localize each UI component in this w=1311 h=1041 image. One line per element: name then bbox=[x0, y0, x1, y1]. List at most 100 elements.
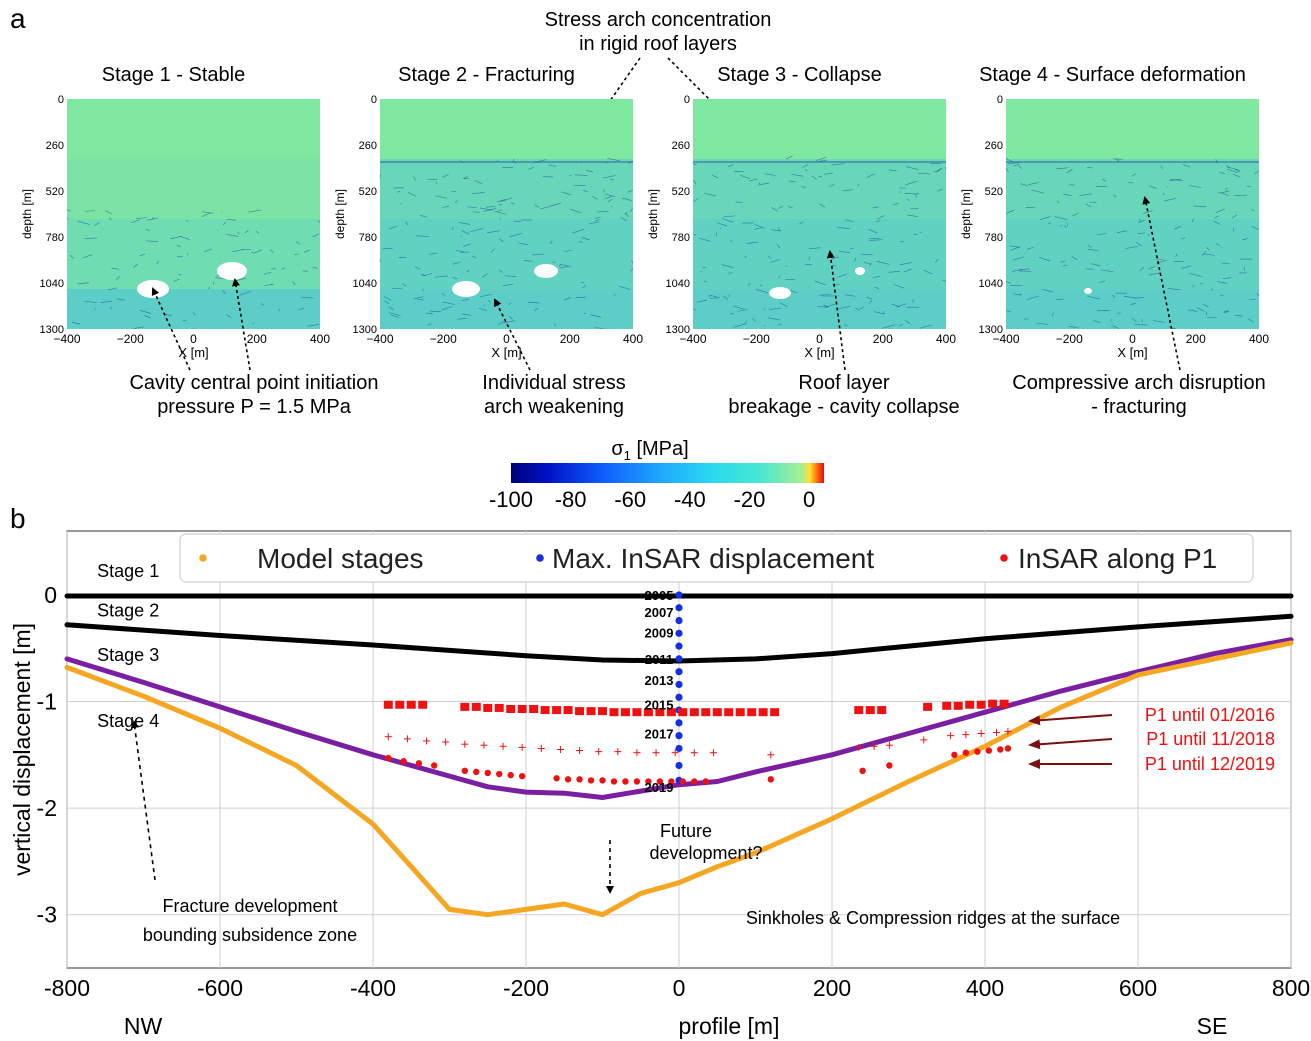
fracture-stroke bbox=[1007, 162, 1021, 165]
fracture-stroke bbox=[903, 268, 912, 273]
x-tick-label: 200 bbox=[813, 975, 851, 1001]
fracture-stroke bbox=[500, 197, 513, 202]
fracture-stroke bbox=[382, 247, 393, 250]
fracture-stroke bbox=[452, 276, 458, 280]
fracture-stroke bbox=[462, 177, 469, 180]
fracture-stroke bbox=[108, 217, 112, 221]
fracture-stroke bbox=[778, 275, 781, 279]
fracture-stroke bbox=[1112, 325, 1120, 329]
fracture-stroke bbox=[730, 240, 733, 242]
fracture-stroke bbox=[1189, 273, 1202, 277]
insar-p1-point bbox=[712, 708, 722, 717]
depth-tick-label: 0 bbox=[684, 94, 690, 106]
fracture-stroke bbox=[1048, 221, 1051, 225]
depth-tick-label: 1300 bbox=[353, 324, 377, 336]
fracture-stroke bbox=[1251, 226, 1260, 230]
fracture-stroke bbox=[1041, 288, 1054, 293]
depth-tick-label: 260 bbox=[359, 140, 377, 152]
fracture-stroke bbox=[1180, 265, 1192, 269]
fracture-stroke bbox=[1243, 267, 1246, 271]
depth-tick-label: 1040 bbox=[666, 278, 690, 290]
fracture-stroke bbox=[100, 300, 113, 303]
fracture-stroke bbox=[893, 202, 899, 206]
fracture-stroke bbox=[225, 314, 232, 318]
fracture-stroke bbox=[179, 235, 191, 240]
fracture-stroke bbox=[419, 214, 428, 218]
stress-band bbox=[693, 219, 946, 289]
fracture-stroke bbox=[605, 162, 608, 164]
fracture-stroke bbox=[767, 255, 772, 260]
legend-label: Model stages bbox=[257, 543, 424, 574]
fracture-stroke bbox=[704, 193, 716, 197]
fracture-stroke bbox=[471, 255, 477, 259]
stage-panel-4: Stage 4 - Surface deformation 0 260 520 780 1… bbox=[959, 64, 1269, 418]
fracture-stroke bbox=[384, 300, 390, 305]
fracture-stroke bbox=[808, 247, 821, 250]
fracture-stroke bbox=[1071, 212, 1079, 217]
fracture-stroke bbox=[511, 202, 515, 205]
insar-p1-point bbox=[632, 708, 642, 717]
fracture-stroke bbox=[588, 221, 600, 225]
fracture-stroke bbox=[435, 195, 447, 199]
fracture-stroke bbox=[307, 324, 319, 327]
fracture-stroke bbox=[1125, 245, 1139, 249]
colorbar-tick-label: 0 bbox=[803, 487, 815, 512]
fracture-stroke bbox=[1087, 295, 1100, 300]
fracture-stroke bbox=[479, 294, 492, 298]
fracture-stroke bbox=[462, 313, 472, 316]
fracture-stroke bbox=[721, 264, 735, 269]
fracture-stroke bbox=[294, 253, 299, 256]
fracture-stroke bbox=[1068, 326, 1078, 328]
fracture-stroke bbox=[244, 230, 249, 234]
x-tick-label: 600 bbox=[1119, 975, 1157, 1001]
x-tick-label: 0 bbox=[1129, 332, 1136, 346]
fracture-stroke bbox=[252, 322, 255, 325]
x-tick-label: 0 bbox=[503, 332, 510, 346]
depth-axis-label: depth [m] bbox=[959, 189, 973, 239]
fracture-stroke bbox=[452, 226, 454, 231]
insar-p1-point bbox=[977, 730, 985, 738]
depth-tick-label: 1040 bbox=[353, 278, 377, 290]
fracture-stroke bbox=[582, 285, 587, 288]
fracture-stroke bbox=[508, 315, 513, 320]
insar-p1-point bbox=[633, 749, 641, 757]
fracture-stroke bbox=[899, 262, 912, 266]
fracture-stroke bbox=[1026, 246, 1034, 250]
fracture-stroke bbox=[709, 294, 717, 298]
fracture-stroke bbox=[412, 176, 417, 181]
insar-p1-point bbox=[1004, 745, 1012, 752]
stage-label: Stage 2 bbox=[97, 600, 159, 620]
x-tick-label: 400 bbox=[1249, 332, 1269, 346]
insar-p1-point bbox=[992, 728, 1000, 736]
fracture-stroke bbox=[1051, 312, 1054, 317]
fracture-stroke bbox=[564, 250, 572, 252]
fracture-stroke bbox=[1062, 264, 1067, 267]
x-tick-label: -200 bbox=[503, 975, 549, 1001]
cavity bbox=[217, 262, 247, 280]
fracture-stroke bbox=[1213, 220, 1221, 225]
depth-tick-label: 0 bbox=[997, 94, 1003, 106]
fracture-stroke bbox=[838, 250, 851, 254]
fracture-stroke bbox=[618, 285, 631, 290]
fracture-stroke bbox=[1193, 205, 1207, 208]
fracture-stroke bbox=[488, 299, 491, 303]
fracture-stroke bbox=[832, 265, 837, 267]
fracture-stroke bbox=[875, 220, 881, 223]
fracture-stroke bbox=[499, 217, 502, 220]
fracture-stroke bbox=[752, 318, 756, 322]
fracture-stroke bbox=[721, 218, 734, 223]
insar-p1-point bbox=[461, 767, 468, 775]
y-tick-label: -2 bbox=[37, 795, 57, 821]
insar-p1-point bbox=[666, 708, 676, 717]
fracture-stroke bbox=[866, 173, 875, 179]
insar-p1-point bbox=[423, 737, 431, 745]
insar-p1-point bbox=[859, 767, 866, 775]
y-tick-label: -3 bbox=[37, 902, 57, 928]
fracture-stroke bbox=[845, 219, 854, 223]
fracture-stroke bbox=[622, 197, 632, 201]
fracture-stroke bbox=[1071, 256, 1078, 261]
insar-p1-point bbox=[552, 706, 562, 715]
fracture-stroke bbox=[1191, 218, 1194, 223]
depth-axis-label: depth [m] bbox=[333, 189, 347, 239]
x-tick-label: 200 bbox=[247, 332, 267, 346]
